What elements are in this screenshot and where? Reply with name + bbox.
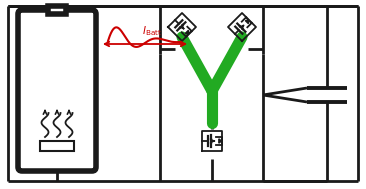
Polygon shape: [245, 20, 249, 24]
FancyBboxPatch shape: [18, 10, 96, 171]
Bar: [40, 141, 74, 151]
Polygon shape: [185, 30, 189, 34]
Text: $\mathit{I}_\mathrm{Batt}$: $\mathit{I}_\mathrm{Batt}$: [142, 24, 162, 38]
Bar: [48, 6, 66, 14]
Polygon shape: [219, 139, 221, 143]
